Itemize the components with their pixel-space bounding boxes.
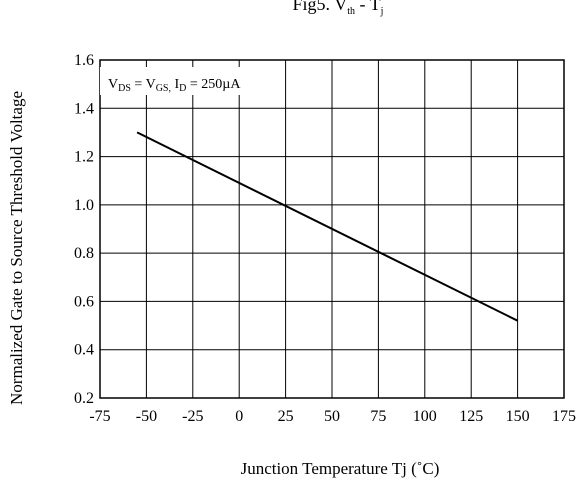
series-line <box>136 131 519 322</box>
x-tick-label: 75 <box>370 408 386 425</box>
y-tick-label: 1.6 <box>74 52 94 69</box>
x-axis-label: Junction Temperature Tj (˚C) <box>241 459 440 478</box>
y-tick-label: 0.8 <box>74 245 94 262</box>
plot-frame <box>99 59 565 399</box>
x-tick-label: 125 <box>459 408 483 425</box>
y-tick-label: 0.2 <box>74 390 94 407</box>
x-tick-label: -25 <box>182 408 203 425</box>
x-tick-label: 25 <box>278 408 294 425</box>
x-tick-label: 100 <box>413 408 437 425</box>
y-tick-label: 0.4 <box>74 342 94 359</box>
chart-title: Fig5. Vth - Tj <box>293 0 384 17</box>
series-layer <box>136 131 519 322</box>
x-tick-label: 175 <box>552 408 576 425</box>
y-axis-label: Normalized Gate to Source Threshold Volt… <box>7 91 26 405</box>
x-tick-label: 150 <box>506 408 530 425</box>
y-tick-label: 1.4 <box>74 100 94 117</box>
condition-annotation: VDS = VGS, ID = 250µA <box>108 77 241 94</box>
y-tick-label: 1.0 <box>74 197 94 214</box>
x-tick-labels: -75 -50 -25 0 25 50 75 100 125 150 175 <box>89 408 576 425</box>
y-tick-label: 1.2 <box>74 149 94 166</box>
x-tick-label: -50 <box>136 408 157 425</box>
y-tick-labels: 0.2 0.4 0.6 0.8 1.0 1.2 1.4 1.6 <box>74 52 94 407</box>
x-tick-label: 0 <box>235 408 243 425</box>
x-tick-label: -75 <box>89 408 110 425</box>
annotation-box <box>100 67 284 95</box>
x-tick-label: 50 <box>324 408 340 425</box>
y-tick-label: 0.6 <box>74 293 94 310</box>
